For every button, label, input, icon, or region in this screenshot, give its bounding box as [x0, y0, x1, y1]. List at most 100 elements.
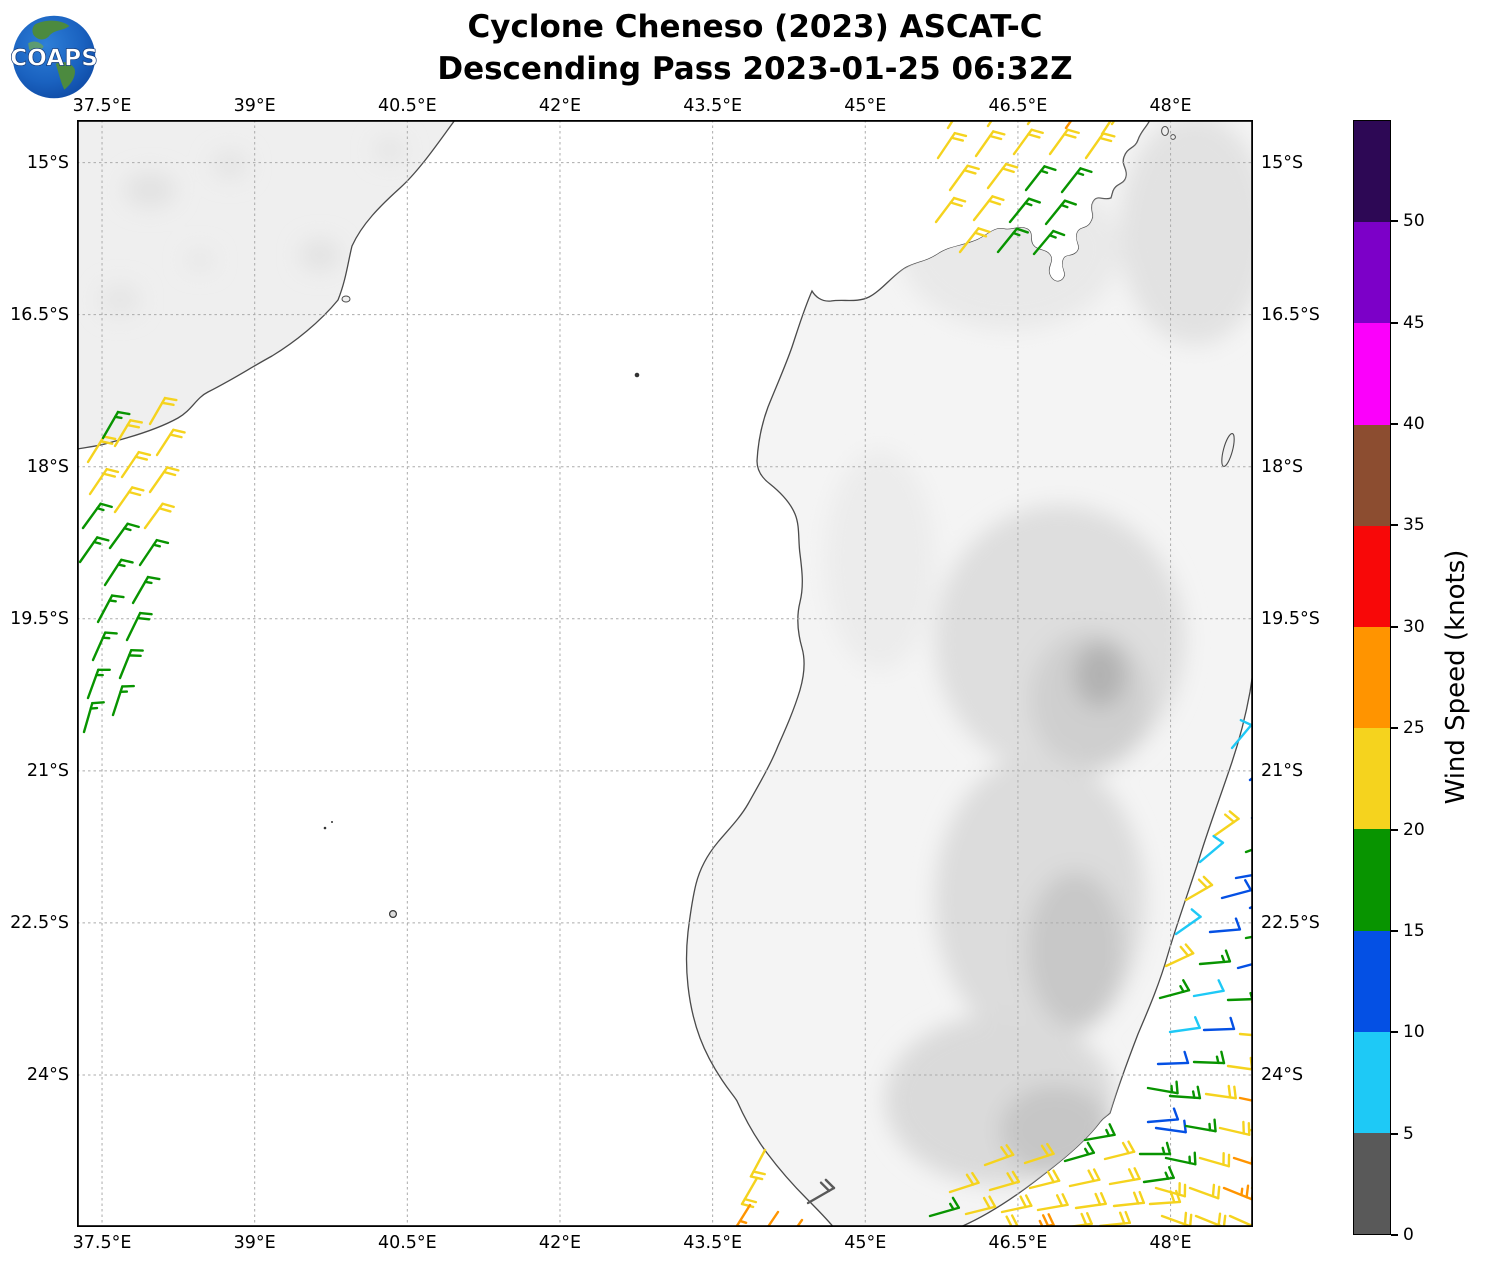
- wind-barb: [1028, 1169, 1061, 1190]
- wind-barb: [1024, 165, 1057, 192]
- wind-barb: [101, 410, 131, 440]
- lat-tick-label-right: 21°S: [1261, 760, 1304, 781]
- colorbar-tick-label: 40: [1403, 414, 1425, 435]
- colorbar-segment-20-25: [1354, 728, 1390, 830]
- lon-tick-label-bottom: 40.5°E: [377, 1233, 437, 1253]
- lon-tick-label-bottom: 43.5°E: [683, 1233, 743, 1253]
- colorbar-tick: [1391, 423, 1398, 426]
- wind-barb: [78, 536, 110, 564]
- wind-barb: [974, 130, 1006, 158]
- wind-barb: [1068, 1168, 1101, 1188]
- wind-barb: [749, 1148, 767, 1181]
- wind-barb: [148, 396, 178, 426]
- wind-barb: [1074, 1192, 1107, 1210]
- wind-barb: [1060, 167, 1093, 194]
- coaps-logo: COAPS: [11, 15, 97, 99]
- wind-barb: [806, 1178, 836, 1205]
- wind-barb: [972, 195, 1005, 222]
- wind-barb: [1230, 718, 1253, 750]
- lon-tick-label-bottom: 46.5°E: [988, 1233, 1048, 1253]
- wind-barb: [1108, 1167, 1141, 1186]
- wind-barb: [948, 164, 980, 192]
- globe-land-north: [32, 20, 70, 40]
- colorbar-tick: [1391, 220, 1398, 223]
- wind-barb: [1198, 834, 1225, 864]
- wind-barb: [1160, 1211, 1193, 1227]
- lon-tick-label-top: 37.5°E: [72, 96, 132, 116]
- wind-barb: [1023, 1142, 1055, 1165]
- colorbar-tick-label: 10: [1403, 1022, 1425, 1043]
- wind-barb: [1244, 848, 1253, 854]
- wind-barb: [1202, 1016, 1236, 1032]
- wind-barb: [996, 227, 1029, 254]
- wind-barb: [86, 435, 117, 464]
- wind-barb: [1063, 1141, 1096, 1163]
- wind-barb: [148, 466, 180, 494]
- wind-barb: [1198, 949, 1232, 966]
- colorbar-segment-25-30: [1354, 626, 1390, 729]
- wind-barb: [934, 196, 967, 224]
- wind-barb: [88, 467, 120, 496]
- title-line-2: Descending Pass 2023-01-25 06:32Z: [437, 51, 1073, 87]
- wind-barb: [1192, 979, 1225, 998]
- colorbar-tick: [1391, 828, 1398, 831]
- wind-barb: [1112, 1190, 1146, 1208]
- graticule-gridlines: [77, 120, 1253, 1227]
- wind-barb: [138, 538, 170, 567]
- globe-land-south: [55, 62, 75, 90]
- wind-barb: [1098, 1210, 1132, 1227]
- wind-barb: [1218, 1120, 1251, 1136]
- wind-barb: [1184, 1118, 1217, 1133]
- wind-barb: [125, 611, 153, 642]
- colorbar-tick-label: 45: [1403, 312, 1425, 333]
- madagascar-landmass: [685, 120, 1253, 1227]
- wind-barb: [1222, 1184, 1253, 1201]
- lon-tick-label-top: 42°E: [538, 96, 582, 116]
- lat-tick-label-left: 16.5°S: [10, 304, 69, 325]
- wind-barb: [1238, 1032, 1253, 1037]
- wind-barb: [1226, 991, 1253, 1002]
- wind-barb: [1192, 1050, 1226, 1065]
- islet-bassas-2: [331, 821, 333, 823]
- map-canvas: [77, 120, 1253, 1227]
- wind-barbs-layer: [78, 120, 1253, 1227]
- colorbar: [1353, 120, 1391, 1235]
- islet-juan-de-nova: [634, 372, 640, 378]
- wind-barb: [81, 502, 113, 530]
- wind-barb: [1032, 229, 1066, 256]
- wind-barb: [948, 1171, 980, 1194]
- colorbar-tick: [1391, 524, 1398, 527]
- wind-barb: [1168, 1016, 1201, 1034]
- lat-tick-label-left: 19.5°S: [10, 608, 69, 629]
- lon-tick-label-bottom: 42°E: [538, 1233, 582, 1253]
- colorbar-segment-5-10: [1354, 1031, 1390, 1133]
- wind-barb: [1228, 1214, 1253, 1227]
- colorbar-tick: [1391, 929, 1398, 932]
- wind-barb: [1220, 879, 1253, 900]
- colorbar-tick-label: 30: [1403, 616, 1425, 637]
- wind-barb: [86, 668, 111, 700]
- wind-barb: [1083, 1123, 1116, 1142]
- title-line-1: Cyclone Cheneso (2023) ASCAT-C: [467, 9, 1043, 45]
- lat-tick-label-right: 16.5°S: [1261, 304, 1320, 325]
- wind-barb: [1232, 1156, 1253, 1166]
- lon-tick-label-top: 45°E: [844, 96, 887, 116]
- figure-title: Cyclone Cheneso (2023) ASCAT-C Descendin…: [20, 6, 1490, 90]
- lat-tick-label-left: 18°S: [26, 456, 69, 477]
- lon-tick-label-top: 46.5°E: [988, 96, 1048, 116]
- wind-barb: [1184, 875, 1214, 902]
- wind-barb: [734, 1203, 752, 1227]
- wind-barb: [1008, 197, 1041, 224]
- wind-barb: [1012, 128, 1044, 156]
- wind-barb: [108, 522, 140, 550]
- colorbar-tick: [1391, 1031, 1398, 1034]
- wind-barb: [1148, 1189, 1182, 1206]
- islet-offshore-africa: [341, 295, 351, 303]
- lat-tick-label-right: 19.5°S: [1261, 608, 1320, 629]
- wind-barb: [1061, 1212, 1093, 1227]
- islet-europa: [389, 909, 398, 918]
- islet-north-1: [1161, 126, 1169, 136]
- lat-tick-label-right: 15°S: [1261, 152, 1304, 173]
- wind-barb: [1204, 1084, 1237, 1100]
- colorbar-segment-40-45: [1354, 323, 1390, 425]
